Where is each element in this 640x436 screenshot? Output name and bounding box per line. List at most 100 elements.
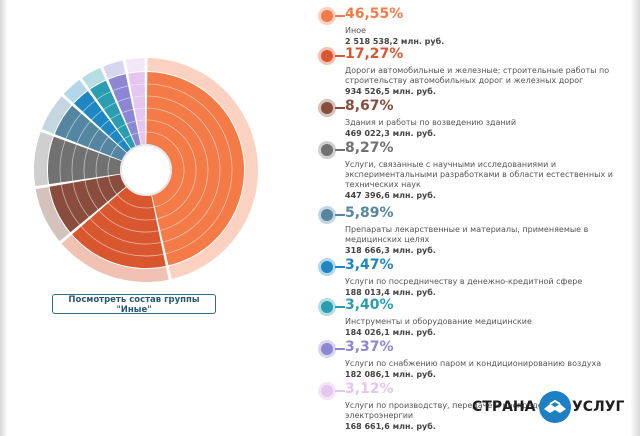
pie-slice-ring-line — [139, 131, 146, 134]
legend-description: Услуги по производству, передаче и распр… — [345, 401, 630, 432]
legend-marker-icon — [316, 47, 345, 65]
donut-hole — [120, 144, 172, 196]
legend-label: Услуги по производству, передаче и распр… — [345, 401, 570, 420]
pie-slice-halo — [125, 58, 145, 73]
pie-slice-ring-line — [117, 139, 124, 145]
pie-slice-ring-line — [130, 83, 145, 86]
pie-slice — [125, 58, 146, 145]
legend-label: Препараты лекарственные и материалы, при… — [345, 225, 589, 244]
donut-chart — [33, 58, 258, 283]
pie-slice-ring-line — [110, 144, 118, 157]
pie-slice-ring-line — [134, 107, 146, 110]
legend-percent: 5,89% — [345, 205, 394, 221]
legend-amount: 447 396,6 млн. руб. — [345, 191, 436, 200]
pie-slice-halo — [147, 58, 258, 280]
pie-slice-ring-line — [95, 152, 100, 178]
pie-slice-halo — [63, 79, 88, 103]
legend-label: Услуги по посредничеству в денежно-креди… — [345, 277, 583, 286]
legend-label: Услуги, связанные с научными исследовани… — [345, 160, 613, 189]
pie-slice — [82, 67, 136, 149]
pie-slice — [146, 58, 258, 280]
legend-amount: 934 526,5 млн. руб. — [345, 87, 436, 96]
legend-percent: 46,55% — [345, 6, 404, 22]
right-shadow — [630, 0, 640, 436]
pie-slice-body — [108, 74, 141, 146]
watermark-text-right: УСЛУГ — [572, 399, 625, 415]
legend-percent: 8,67% — [345, 98, 394, 114]
legend-percent: 17,27% — [345, 46, 404, 62]
pie-slice-ring-line — [100, 119, 110, 129]
pie-slice-ring-line — [146, 107, 209, 231]
legend-description: Дороги автомобильные и железные; строите… — [345, 66, 630, 97]
pie-slice-ring-line — [87, 128, 100, 148]
pie-slice-ring-line — [147, 95, 221, 243]
legend-label: Здания и работы по возведению зданий — [345, 118, 517, 127]
pie-slice-ring-line — [117, 194, 154, 209]
legend-description: Препараты лекарственные и материалы, при… — [345, 225, 630, 256]
pie-slice-ring-line — [132, 95, 145, 98]
pie-slice-body — [90, 80, 136, 149]
legend-percent: 3,12% — [345, 381, 394, 397]
legend-label: Инструменты и оборудование медицинские — [345, 317, 532, 326]
legend-percent: 3,40% — [345, 297, 394, 313]
pie-slice-body — [54, 105, 127, 161]
pie-slice-ring-line — [108, 202, 157, 221]
pie-slice-ring-line — [89, 218, 162, 245]
pie-slice-ring-line — [96, 178, 108, 203]
pie-slice-body — [72, 187, 166, 269]
pie-slice-ring-line — [91, 110, 103, 121]
legend-amount: 318 666,3 млн. руб. — [345, 246, 436, 255]
pie-slice-ring-line — [65, 113, 82, 139]
pie-slice — [35, 174, 126, 242]
pie-slice-ring-line — [122, 108, 134, 114]
watermark: СТРАНА УСЛУГ — [468, 390, 630, 424]
pie-slice — [41, 96, 127, 161]
pie-slice-ring-line — [60, 184, 80, 225]
legend-marker-icon — [316, 258, 345, 276]
pie-slice-ring-line — [147, 83, 233, 255]
pie-slice-body — [146, 72, 245, 266]
pie-slice-ring-line — [80, 226, 164, 257]
pie-slice-halo — [41, 96, 72, 134]
pie-slice-ring-line — [72, 182, 90, 218]
pie-slice-body — [128, 72, 146, 145]
pie-slice-ring-line — [136, 119, 146, 122]
pie-slice-ring-line — [131, 132, 139, 136]
pie-slice-ring-line — [126, 120, 136, 125]
legend-marker-icon — [316, 141, 345, 159]
legend-marker-icon — [316, 298, 345, 316]
pie-slice-halo — [61, 235, 169, 283]
pie-slice-ring-line — [96, 91, 111, 100]
pie-slice-ring-line — [76, 121, 91, 144]
pie-slice-ring-line — [124, 134, 131, 140]
legend-amount: 2 518 538,2 млн. руб. — [345, 37, 445, 46]
legend-marker-icon — [316, 340, 345, 358]
pie-slice-halo — [103, 60, 126, 79]
left-shadow — [0, 0, 8, 436]
pie-slice — [61, 187, 169, 283]
pie-slice-ring-line — [146, 119, 197, 220]
pie-slice-ring-line — [71, 144, 77, 181]
legend-description: Услуги, связанные с научными исследовани… — [345, 160, 630, 201]
pie-slice-ring-line — [112, 85, 129, 91]
pie-slice-halo — [82, 67, 106, 89]
view-group-button[interactable]: Посмотреть состав группы "Иные" — [52, 294, 216, 315]
handshake-logo-icon — [539, 391, 571, 423]
pie-slice-ring-line — [59, 140, 66, 183]
legend-marker-icon — [316, 99, 345, 117]
legend-label: Иное — [345, 26, 367, 35]
legend-amount: 182 086,1 млн. руб. — [345, 370, 436, 379]
legend-percent: 3,37% — [345, 339, 394, 355]
pie-slice — [103, 60, 141, 146]
legend-description: Услуги по снабжению паром и кондициониро… — [345, 359, 630, 380]
pie-slice-ring-line — [108, 176, 117, 195]
pie-slice-ring-line — [117, 97, 131, 103]
pie-slice — [63, 79, 131, 153]
pie-slice-ring-line — [99, 136, 109, 152]
pie-slice-ring-line — [146, 131, 185, 208]
pie-slice-halo — [35, 186, 70, 242]
legend-description: Инструменты и оборудование медицинские 18… — [345, 317, 630, 338]
legend-amount: 184 026,1 млн. руб. — [345, 328, 436, 337]
pie-slice-halo — [33, 131, 53, 187]
legend-percent: 3,47% — [345, 257, 394, 273]
